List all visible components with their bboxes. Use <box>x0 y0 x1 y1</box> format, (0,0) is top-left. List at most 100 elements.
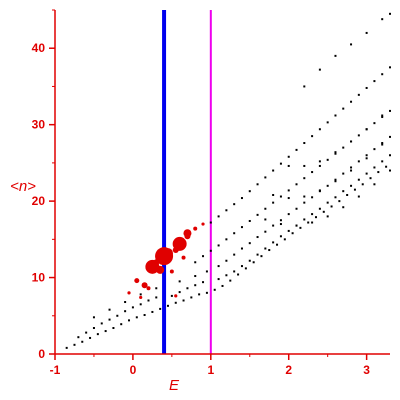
scatter-point <box>116 314 119 317</box>
scatter-point <box>311 171 314 174</box>
scatter-point <box>326 201 329 204</box>
scatter-point <box>334 180 337 183</box>
scatter-point <box>225 259 228 262</box>
scatter-point <box>229 279 232 282</box>
scatter-point <box>361 183 364 186</box>
y-tick-label: 0 <box>38 347 45 361</box>
scatter-point <box>240 226 243 229</box>
scatter-point <box>134 278 140 284</box>
scatter-point <box>178 280 181 283</box>
scatter-point <box>186 287 189 290</box>
scatter-point <box>279 195 282 198</box>
scatter-point <box>143 314 146 317</box>
scatter-point <box>350 140 353 143</box>
scatter-point <box>283 238 286 241</box>
scatter-point <box>85 331 88 334</box>
scatter-point <box>314 216 317 219</box>
scatter-point <box>334 114 337 117</box>
scatter-point <box>240 247 243 250</box>
scatter-point <box>127 291 131 295</box>
scatter-point <box>381 143 384 146</box>
scatter-point <box>287 213 290 216</box>
scatter-point <box>89 336 92 339</box>
scatter-point <box>389 12 391 15</box>
scatter-point <box>217 244 220 247</box>
scatter-point <box>166 304 169 307</box>
scatter-point <box>279 223 282 226</box>
scatter-point <box>365 86 368 89</box>
scatter-point <box>139 303 142 306</box>
scatter-point <box>194 284 197 287</box>
scatter-point <box>326 184 329 187</box>
scatter-point <box>256 183 259 186</box>
scatter-point <box>248 190 251 193</box>
y-ticks: 0 10 20 30 40 <box>32 9 55 361</box>
scatter-point <box>350 184 353 187</box>
scatter-point <box>128 319 131 322</box>
scatter-point <box>264 247 267 250</box>
scatter-point <box>385 165 388 168</box>
scatter-point <box>365 157 368 160</box>
scatter-point <box>318 160 321 163</box>
scatter-point <box>279 162 282 165</box>
y-tick-label: 40 <box>32 41 46 55</box>
scatter-point <box>318 128 321 131</box>
scatter-point <box>357 134 360 137</box>
scatter-point <box>174 301 177 304</box>
scatter-point <box>233 253 236 256</box>
scatter-point <box>369 177 372 180</box>
scatter-point <box>381 142 384 145</box>
scatter-point <box>295 207 298 210</box>
scatter-point <box>365 31 368 34</box>
x-axis-title: E <box>169 377 180 394</box>
scatter-point <box>256 253 259 256</box>
scatter-point <box>151 310 154 313</box>
scatter-point <box>169 269 174 274</box>
scatter-point <box>373 122 376 125</box>
scatter-point <box>65 346 68 349</box>
scatter-point <box>264 176 267 179</box>
scatter-point <box>272 201 275 204</box>
scatter-point <box>334 178 337 181</box>
scatter-point <box>202 255 205 258</box>
scatter-point <box>131 306 134 309</box>
scatter-point <box>272 241 275 244</box>
scatter-point <box>108 308 111 311</box>
scatter-point <box>178 291 181 294</box>
scatter-point <box>373 80 376 83</box>
scatter-point <box>311 196 314 199</box>
scatter-point <box>287 155 290 158</box>
scatter-point <box>205 291 208 294</box>
scatter-point <box>279 219 282 222</box>
scatter-point <box>295 224 298 227</box>
scatter-point <box>295 148 298 151</box>
scatter-point <box>326 215 329 218</box>
scatter-point <box>159 307 162 310</box>
scatter-point <box>248 259 251 262</box>
scatter-point <box>381 160 384 163</box>
scatter-point <box>198 293 201 296</box>
scatter-point <box>303 177 306 180</box>
scatter-point <box>194 275 197 278</box>
axes <box>54 10 390 355</box>
scatter-point <box>264 207 267 210</box>
scatter-point <box>172 247 179 254</box>
scatter-point <box>155 287 158 290</box>
scatter-point <box>217 278 220 281</box>
scatter-point <box>146 286 151 291</box>
scatter-point <box>373 183 376 186</box>
scatter-point <box>139 293 142 296</box>
scatter-point <box>377 171 380 174</box>
scatter-point <box>96 333 99 336</box>
scatter-point <box>181 255 186 260</box>
scatter-point <box>330 205 333 208</box>
scatter-point <box>221 284 224 287</box>
scatter-point <box>381 18 384 21</box>
reference-lines <box>162 10 212 354</box>
scatter-point <box>389 154 391 157</box>
scatter-point <box>303 195 306 198</box>
scatter-point <box>350 166 353 169</box>
x-tick-label: 0 <box>130 363 137 377</box>
scatter-point <box>92 327 95 330</box>
scatter-point <box>201 222 205 226</box>
